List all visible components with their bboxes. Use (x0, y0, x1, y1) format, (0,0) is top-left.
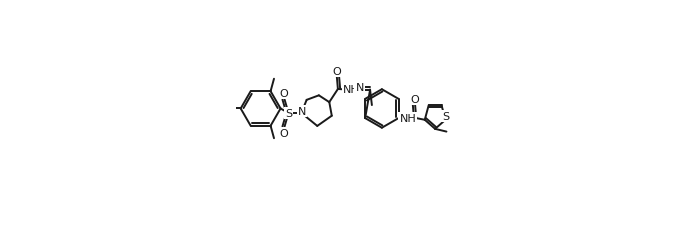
Text: S: S (285, 109, 292, 118)
Text: N: N (355, 83, 364, 93)
Text: O: O (410, 94, 419, 104)
Text: S: S (442, 112, 449, 122)
Text: N: N (298, 106, 306, 116)
Text: O: O (332, 67, 341, 76)
Text: NH: NH (399, 114, 416, 123)
Text: O: O (279, 128, 288, 138)
Text: O: O (279, 89, 288, 99)
Text: NH: NH (343, 85, 360, 95)
